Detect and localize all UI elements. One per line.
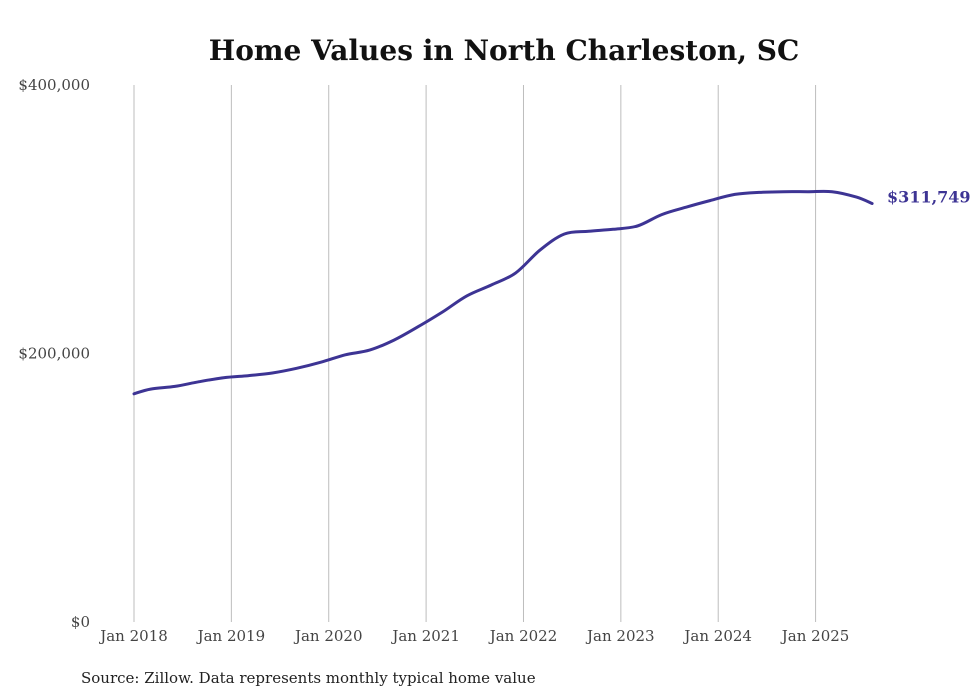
x-tick-label: Jan 2019 [196, 627, 266, 645]
x-tick-label: Jan 2025 [780, 627, 850, 645]
y-tick-label: $200,000 [18, 345, 90, 363]
x-tick-label: Jan 2022 [488, 627, 558, 645]
y-tick-label: $0 [71, 613, 90, 631]
x-axis-ticks: Jan 2018 Jan 2019 Jan 2020 Jan 2021 Jan 2022… [98, 627, 849, 645]
series-group: $311,749 [132, 187, 971, 396]
source-note: Source: Zillow. Data represents monthly … [81, 669, 536, 687]
x-tick-label: Jan 2020 [293, 627, 363, 645]
y-axis-ticks: $0 $200,000 $400,000 [18, 76, 90, 631]
series-line-0 [132, 189, 874, 396]
gridlines [133, 85, 817, 622]
chart-title: Home Values in North Charleston, SC [209, 34, 799, 67]
x-tick-label: Jan 2023 [585, 627, 655, 645]
y-tick-label: $400,000 [18, 76, 90, 94]
x-tick-label: Jan 2021 [390, 627, 460, 645]
x-tick-label: Jan 2024 [682, 627, 752, 645]
x-tick-label: Jan 2018 [98, 627, 168, 645]
end-value-label: $311,749 [887, 187, 971, 206]
